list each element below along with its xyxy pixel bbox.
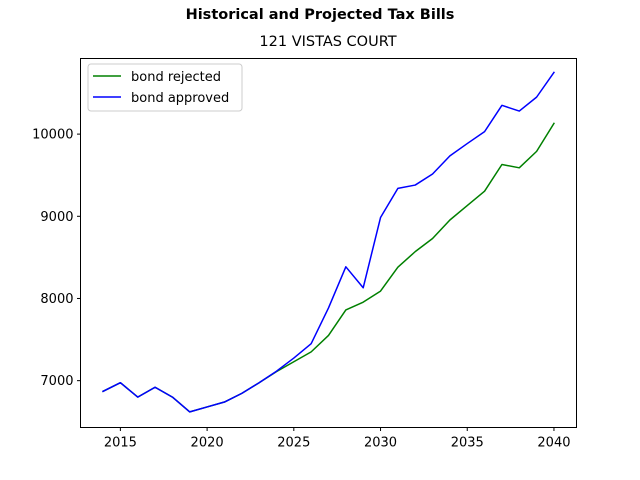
plot-area-frame [80,58,577,428]
axis-ticks: 2015 2020 2025 2030 2035 2040 7000 8000 9000 1000… [32,128,570,451]
y-tick-label-8000: 8000 [40,292,73,307]
x-tick-label-2015: 2015 [104,436,137,451]
legend-label-bond-approved: bond approved [131,91,229,106]
legend-label-bond-rejected: bond rejected [131,70,221,85]
legend-frame [87,63,243,112]
y-tick-label-7000: 7000 [40,374,73,389]
x-tick-label-2040: 2040 [537,436,570,451]
x-tick-label-2025: 2025 [277,436,310,451]
x-tick-label-2030: 2030 [364,436,397,451]
y-tick-label-9000: 9000 [40,210,73,225]
series-lines [102,71,555,413]
series-line-bond-rejected [102,122,555,413]
chart-title: 121 VISTAS COURT [259,34,397,50]
y-tick-label-10000: 10000 [32,128,73,143]
x-tick-label-2035: 2035 [451,436,484,451]
x-tick-label-2020: 2020 [191,436,224,451]
figure-suptitle: Historical and Projected Tax Bills [185,7,455,23]
series-line-bond-approved [102,71,555,413]
legend: bond rejected bond approved [87,63,243,112]
